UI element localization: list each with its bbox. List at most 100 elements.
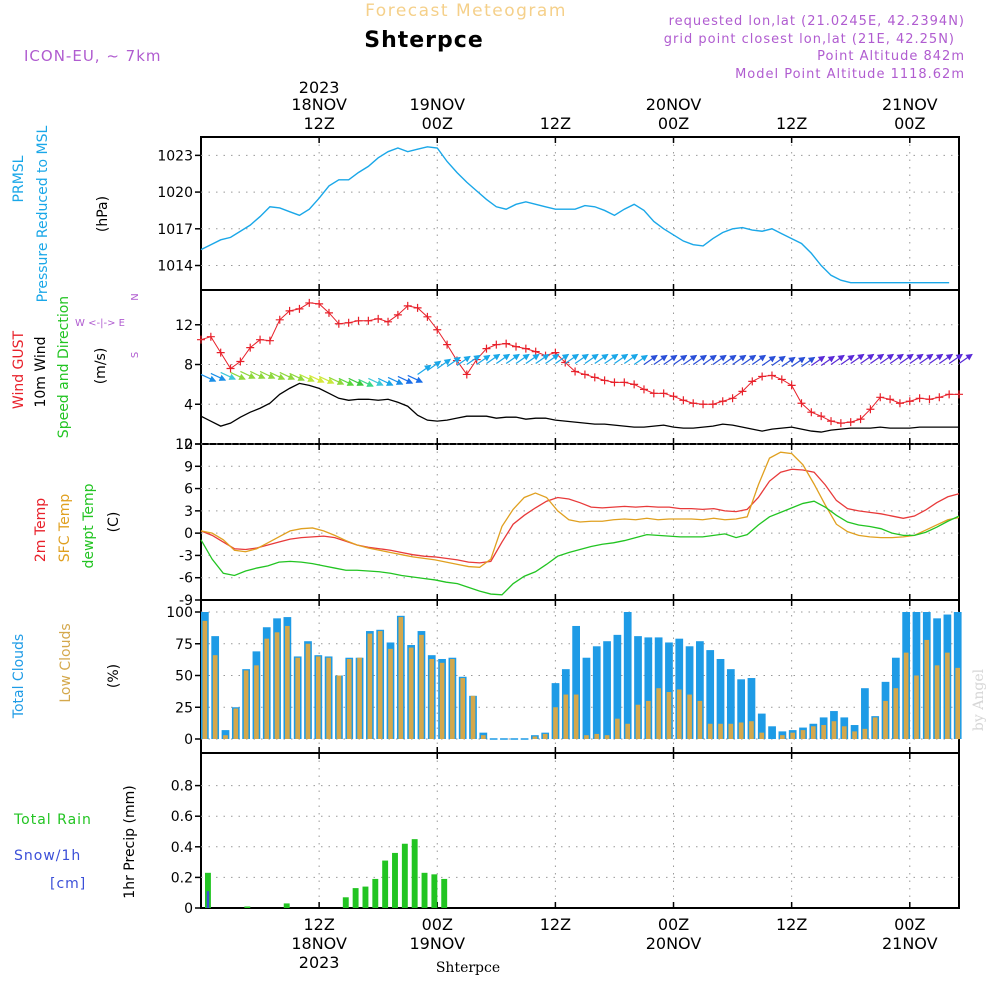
low-cloud-bar (759, 732, 765, 739)
wind-unit: (m/s) (93, 348, 109, 385)
low-cloud-bar (470, 695, 476, 739)
wind-arrow (643, 354, 658, 366)
low-cloud-bar (274, 632, 280, 739)
pressure-unit: (hPa) (95, 196, 111, 232)
gust-marker (866, 405, 875, 414)
wind-arrow (663, 354, 678, 366)
wind-arrow-head (502, 353, 511, 361)
footer-location: Shterpce (436, 960, 500, 976)
gust-marker (580, 370, 589, 379)
product-title: Forecast Meteogram (365, 1, 567, 21)
wind-arrow-head (492, 353, 501, 361)
bottom-time-label: 20NOV (646, 934, 702, 953)
wind-arrow-head (571, 353, 580, 361)
wind-arrow-head (827, 355, 836, 363)
wind-arrow (495, 353, 511, 365)
wind-arrow-head (258, 372, 266, 379)
wind-arrow-head (719, 354, 727, 362)
low-cloud-bar (285, 625, 290, 739)
low-cloud-bar (202, 620, 208, 739)
panel-frame (200, 289, 960, 445)
wind-arrow-head (689, 354, 698, 362)
low-cloud-bar (945, 652, 950, 739)
total-cloud-bar (726, 669, 735, 739)
total-cloud-bar (716, 658, 725, 739)
wind-arrow-head (926, 353, 934, 361)
gust-marker (718, 397, 727, 406)
wind-arrow (289, 372, 305, 381)
gust-marker (886, 395, 895, 404)
y-tick-label: 1014 (157, 259, 193, 275)
gust-marker (945, 390, 954, 399)
low-cloud-bar (357, 657, 362, 739)
wind-arrow (889, 353, 904, 365)
rain-bar (421, 872, 428, 908)
low-cloud-bar (336, 675, 342, 739)
low-cloud-bar (811, 726, 816, 739)
wind-arrow (860, 353, 875, 365)
wind-arrow-head (473, 354, 481, 362)
low-cloud-bar (625, 723, 631, 739)
rain-bar (352, 888, 359, 908)
grid-point-coords: grid point closest lon,lat (21E, 42.25N) (664, 32, 955, 47)
bottom-time-label: 12Z (776, 915, 807, 934)
low-cloud-bar (707, 723, 713, 739)
wind-arrow (318, 375, 335, 384)
low-cloud-bar (646, 700, 651, 739)
rain-bar (244, 906, 251, 908)
wind-arrow-head (405, 377, 414, 384)
gust-marker (758, 372, 767, 381)
gust-marker (216, 348, 225, 357)
rain-bar (401, 843, 408, 908)
wind-arrow (958, 353, 973, 365)
top-time-label: 00Z (658, 114, 689, 133)
rain-bar (441, 878, 448, 908)
wind-arrow-head (542, 353, 550, 361)
y-tick-label: 0 (184, 437, 193, 453)
panel-frame (200, 752, 960, 909)
wind-arrow (899, 353, 914, 365)
wind-arrow (801, 356, 816, 367)
wind-arrow-head (483, 354, 491, 362)
gust-marker (748, 377, 757, 386)
low-cloud-bar (532, 736, 538, 739)
bottom-time-label: 00Z (658, 915, 689, 934)
low-cloud-bar (315, 656, 321, 739)
wind-arrow-head (916, 353, 924, 361)
wind-arrow (810, 355, 826, 367)
top-year-label: 2023 (299, 78, 340, 97)
wind-arrow-head (906, 353, 914, 361)
low-cloud-bar (264, 638, 270, 739)
low-cloud-bar (367, 633, 373, 739)
wind-arrow (387, 376, 404, 385)
bottom-time-label: 00Z (422, 915, 453, 934)
wind-arrow (564, 353, 580, 365)
y-tick-label: 12 (175, 437, 193, 453)
y-tick-label: 100 (166, 605, 193, 621)
y-tick-label: 6 (184, 482, 193, 498)
top-time-label: 18NOV (291, 95, 347, 114)
panel-pressure: 1014 1017 1020 1023 (157, 136, 960, 291)
wind-arrow-head (433, 360, 442, 368)
gust-marker (639, 385, 648, 394)
wind-arrow-head (336, 378, 345, 385)
top-time-label: 00Z (894, 114, 925, 133)
y-tick-label: 1020 (157, 185, 193, 201)
sfc-temp-label: SFC Temp (57, 494, 73, 563)
low-cloud-bar (460, 678, 466, 739)
wind-arrow (673, 354, 688, 366)
y-tick-label: 8 (184, 358, 193, 374)
wind-arrow-head (532, 353, 540, 361)
low-cloud-bar (615, 718, 620, 739)
gust-marker (275, 315, 284, 324)
gust-marker (492, 340, 501, 349)
gust-marker (295, 304, 304, 313)
wind-arrow-head (591, 353, 599, 361)
low-cloud-bar (718, 723, 723, 739)
gust-marker (659, 389, 668, 398)
gust-marker (856, 415, 865, 424)
low-cloud-bar (687, 694, 692, 739)
wind-arrow-head (424, 364, 432, 372)
wind-arrow (220, 371, 236, 380)
total-cloud-bar (685, 646, 694, 739)
